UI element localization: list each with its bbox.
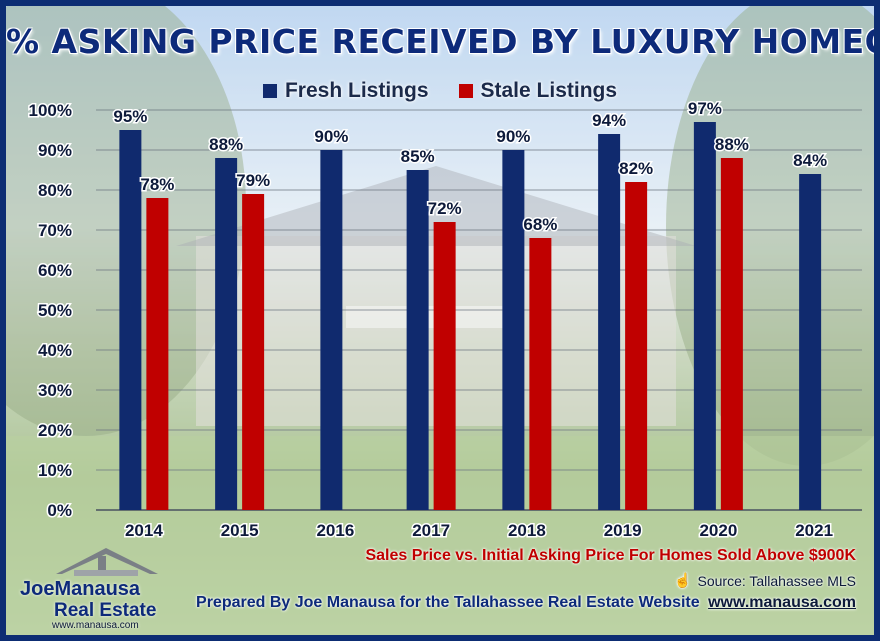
hand-pointer-icon: ☝ (674, 572, 692, 588)
house-logo-icon (56, 548, 158, 576)
logo-url: www.manausa.com (52, 620, 139, 631)
legend-swatch-stale (458, 84, 473, 98)
y-tick-label: 50% (38, 301, 72, 320)
data-label-stale: 79% (236, 171, 270, 190)
x-tick-label: 2021 (795, 521, 833, 540)
y-tick-label: 80% (38, 181, 72, 200)
bar-fresh (799, 174, 822, 510)
legend-swatch-fresh (262, 84, 277, 98)
gridlines (96, 109, 862, 511)
y-tick-label: 30% (38, 381, 72, 400)
y-tick-label: 0% (47, 501, 72, 520)
data-label-fresh: 88% (209, 135, 243, 154)
bar-fresh (320, 150, 343, 510)
data-label-fresh: 94% (592, 111, 626, 130)
logo-name: JoeManausa (20, 578, 141, 600)
y-tick-label: 60% (38, 261, 72, 280)
x-tick-label: 2020 (699, 521, 737, 540)
bar-fresh (406, 170, 429, 510)
x-tick-label: 2018 (508, 521, 546, 540)
data-label-stale: 68% (523, 215, 557, 234)
y-tick-label: 90% (38, 141, 72, 160)
x-tick-label: 2019 (604, 521, 642, 540)
legend-label-stale: Stale Listings (480, 79, 618, 102)
x-axis-ticks: 2014 2015 2016 2017 2018 2019 2020 2021 (123, 520, 834, 542)
legend-item-fresh: Fresh Listings (262, 79, 429, 103)
bar-fresh (598, 134, 621, 510)
legend-label-fresh: Fresh Listings (284, 79, 429, 102)
bar-stale (146, 198, 169, 510)
legend: Fresh Listings Stale Listings (6, 79, 874, 103)
data-label-fresh: 85% (401, 147, 435, 166)
bar-chart: 0% 10% 20% 30% 40% 50% 60% 70% 80% 90% 100% 95% 78%… (27, 98, 862, 542)
legend-item-stale: Stale Listings (458, 79, 618, 103)
prepared-by: Prepared By Joe Manausa for the Tallahas… (196, 594, 856, 612)
y-tick-label: 70% (38, 221, 72, 240)
source-note: ☝ Source: Tallahassee MLS (674, 572, 856, 589)
y-tick-label: 10% (38, 461, 72, 480)
data-label-fresh: 84% (793, 151, 827, 170)
logo-subtitle: Real Estate (54, 600, 157, 621)
bar-stale (720, 158, 743, 510)
y-tick-label: 100% (29, 101, 72, 120)
chart-subtitle: Sales Price vs. Initial Asking Price For… (365, 547, 856, 564)
data-label-stale: 82% (619, 159, 653, 178)
source-text: Source: Tallahassee MLS (697, 572, 857, 589)
y-tick-label: 20% (38, 421, 72, 440)
x-tick-label: 2015 (221, 521, 259, 540)
data-label-stale: 88% (715, 135, 749, 154)
data-label-fresh: 90% (496, 127, 530, 146)
chart-title: % ASKING PRICE RECEIVED BY LUXURY HOMEOW… (6, 22, 880, 61)
bar-fresh (119, 130, 142, 510)
x-tick-label: 2014 (125, 521, 163, 540)
y-tick-label: 40% (38, 341, 72, 360)
data-label-stale: 72% (428, 199, 462, 218)
data-label-fresh: 90% (314, 127, 348, 146)
data-label-stale: 78% (140, 175, 174, 194)
bars (119, 122, 822, 510)
bar-labels: 95% 78% 88% 79% 90% 85% 72% 90% 68% 94% 82% 97% 88% 8… (112, 98, 829, 236)
x-tick-label: 2016 (316, 521, 354, 540)
bar-fresh (502, 150, 525, 510)
prepared-by-text: Prepared By Joe Manausa for the Tallahas… (196, 594, 700, 611)
website-link[interactable]: www.manausa.com (708, 594, 856, 611)
y-axis-ticks: 0% 10% 20% 30% 40% 50% 60% 70% 80% 90% 100% (27, 100, 73, 522)
bar-fresh (693, 122, 716, 510)
x-tick-label: 2017 (412, 521, 450, 540)
bar-stale (529, 238, 552, 510)
bar-stale (625, 182, 648, 510)
bar-stale (433, 222, 456, 510)
bar-stale (242, 194, 265, 510)
bar-fresh (215, 158, 238, 510)
data-label-fresh: 97% (688, 99, 722, 118)
data-label-fresh: 95% (113, 107, 147, 126)
